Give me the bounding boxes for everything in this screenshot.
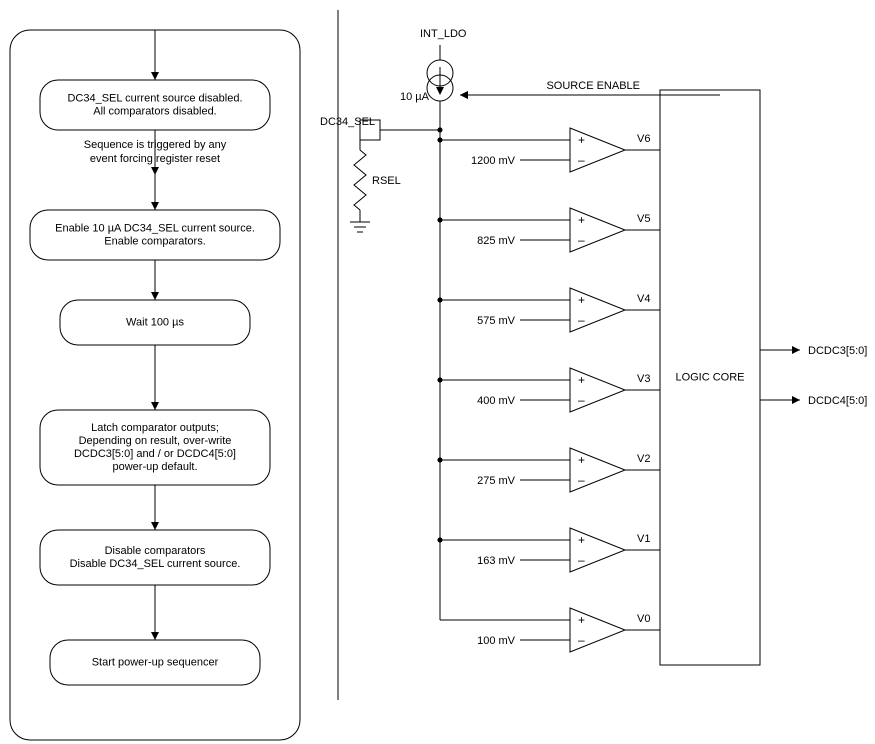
comp-threshold-label: 575 mV <box>477 315 516 327</box>
flow-box-text: Disable comparators <box>105 545 206 557</box>
comp-plus-icon: + <box>578 613 585 627</box>
source-enable-label: SOURCE ENABLE <box>546 80 640 92</box>
seq-note: event forcing register reset <box>90 153 220 165</box>
flow-box-text: All comparators disabled. <box>93 105 217 117</box>
output-label: DCDC4[5:0] <box>808 395 867 407</box>
comp-id-label: V5 <box>637 213 650 225</box>
comp-minus-icon: – <box>578 233 585 247</box>
seq-note: Sequence is triggered by any <box>84 139 227 151</box>
flow-box-text: Enable 10 µA DC34_SEL current source. <box>55 222 255 234</box>
comp-id-label: V6 <box>637 133 650 145</box>
comp-minus-icon: – <box>578 153 585 167</box>
comp-plus-icon: + <box>578 453 585 467</box>
int-ldo-label: INT_LDO <box>420 28 467 40</box>
comp-id-label: V2 <box>637 453 650 465</box>
comp-minus-icon: – <box>578 473 585 487</box>
comp-threshold-label: 400 mV <box>477 395 516 407</box>
flow-box-text: Start power-up sequencer <box>92 656 219 668</box>
comp-id-label: V3 <box>637 373 650 385</box>
flow-box-text: power-up default. <box>113 461 198 473</box>
flow-box-text: Enable comparators. <box>104 235 206 247</box>
rsel-resistor <box>354 150 366 210</box>
rsel-label: RSEL <box>372 175 401 187</box>
comp-minus-icon: – <box>578 633 585 647</box>
comp-plus-icon: + <box>578 213 585 227</box>
logic-core-label: LOGIC CORE <box>675 371 744 383</box>
comp-plus-icon: + <box>578 293 585 307</box>
comp-id-label: V0 <box>637 613 650 625</box>
comp-threshold-label: 825 mV <box>477 235 516 247</box>
current-label: 10 µA <box>400 91 430 103</box>
comp-threshold-label: 1200 mV <box>471 155 516 167</box>
dc34-sel-label: DC34_SEL <box>320 116 375 128</box>
comp-id-label: V1 <box>637 533 650 545</box>
comp-plus-icon: + <box>578 373 585 387</box>
comp-threshold-label: 100 mV <box>477 635 516 647</box>
flow-box-text: DC34_SEL current source disabled. <box>67 92 242 104</box>
comp-minus-icon: – <box>578 553 585 567</box>
comp-minus-icon: – <box>578 313 585 327</box>
flow-box-text: Wait 100 µs <box>126 316 184 328</box>
comp-plus-icon: + <box>578 133 585 147</box>
comp-minus-icon: – <box>578 393 585 407</box>
comp-threshold-label: 163 mV <box>477 555 516 567</box>
comp-threshold-label: 275 mV <box>477 475 516 487</box>
flow-box-text: Depending on result, over-write <box>79 435 232 447</box>
comp-plus-icon: + <box>578 533 585 547</box>
flow-box-text: Disable DC34_SEL current source. <box>70 558 241 570</box>
output-label: DCDC3[5:0] <box>808 345 867 357</box>
flow-box-text: Latch comparator outputs; <box>91 422 219 434</box>
flow-box-text: DCDC3[5:0] and / or DCDC4[5:0] <box>74 448 236 460</box>
comp-id-label: V4 <box>637 293 650 305</box>
